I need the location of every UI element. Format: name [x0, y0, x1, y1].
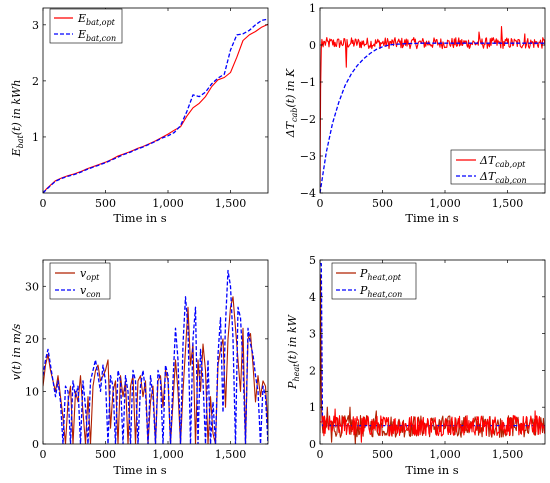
y-tick-label: −2 — [300, 113, 316, 126]
series-line-0 — [43, 296, 268, 444]
plot-area: 0 500 1,000 1,500 −4 −3 −2 −1 0 1 — [300, 2, 546, 210]
y-tick-label: 1 — [32, 131, 39, 144]
x-tick-label: 500 — [95, 197, 116, 210]
x-tick-label: 0 — [317, 197, 324, 210]
cabin-temperature-panel: 0 500 1,000 1,500 −4 −3 −2 −1 0 1 ΔTcab(t) in K T… — [284, 2, 546, 225]
legend-entry-con: Pheat,con — [359, 284, 402, 299]
x-tick-label: 1,000 — [152, 448, 184, 461]
y-axis-label: Ebat(t) in kWh — [10, 80, 25, 158]
y-tick-label: −3 — [300, 150, 316, 163]
series-line-1 — [320, 42, 545, 193]
x-tick-label: 1,000 — [429, 197, 461, 210]
y-tick-label: 1 — [309, 401, 316, 414]
legend-box — [49, 262, 111, 300]
x-tick-label: 500 — [95, 448, 116, 461]
energy-panel: 0 500 1,000 1,500 1 2 3 Ebat(t) in kWh Time in… — [10, 7, 269, 225]
y-axis-label: ΔTcab(t) in K — [284, 68, 299, 138]
y-tick-label: 2 — [32, 75, 39, 88]
legend-entry-opt: vopt — [80, 267, 100, 282]
plot-area: 0 500 1,000 1,500 0 10 20 30 — [25, 259, 269, 461]
legend-entry-con: ΔTcab,con — [479, 170, 527, 185]
series-line-0 — [320, 25, 545, 193]
legend-entry-con: Ebat,con — [77, 28, 116, 43]
series-group — [43, 269, 268, 444]
x-tick-label: 0 — [40, 448, 47, 461]
legend-box — [49, 8, 123, 44]
x-tick-label: 1,500 — [492, 448, 524, 461]
x-axis-label: Time in s — [113, 211, 166, 225]
legend: Pheat,opt Pheat,con — [331, 262, 417, 300]
legend-box — [450, 149, 546, 185]
plot-area: 0 500 1,000 1,500 0 1 2 3 4 5 — [309, 254, 546, 461]
x-tick-label: 0 — [40, 197, 47, 210]
legend: vopt vcon — [49, 262, 111, 300]
series-line-2 — [320, 408, 545, 443]
legend-box — [331, 262, 417, 300]
y-tick-label: 0 — [309, 438, 316, 451]
x-tick-label: 500 — [372, 197, 393, 210]
x-axis-label: Time in s — [405, 211, 458, 225]
heating-power-panel: 0 500 1,000 1,500 0 1 2 3 4 5 Pheat(t) in kW Time… — [286, 254, 546, 477]
legend-entry-opt: Pheat,opt — [359, 267, 402, 282]
y-tick-label: 3 — [32, 19, 39, 32]
x-tick-label: 1,500 — [215, 448, 247, 461]
y-axis-label: v(t) in m/s — [10, 323, 23, 380]
legend-entry-con: vcon — [80, 284, 101, 299]
series-group — [320, 263, 545, 444]
y-tick-label: 5 — [309, 254, 316, 267]
x-tick-label: 1,500 — [215, 197, 247, 210]
velocity-panel: 0 500 1,000 1,500 0 10 20 30 v(t) in m/s Time i… — [10, 259, 269, 477]
axes-frame — [319, 7, 546, 194]
y-tick-label: 20 — [25, 333, 39, 346]
x-axis-label: Time in s — [405, 463, 458, 477]
series-group — [43, 18, 268, 193]
plot-area: 0 500 1,000 1,500 1 2 3 — [32, 7, 269, 210]
x-tick-label: 500 — [372, 448, 393, 461]
y-tick-label: 0 — [32, 438, 39, 451]
axes-frame — [42, 7, 269, 194]
x-tick-label: 1,000 — [152, 197, 184, 210]
y-tick-label: 4 — [309, 291, 316, 304]
y-tick-label: −4 — [300, 187, 316, 200]
legend-entry-opt: Ebat,opt — [77, 12, 116, 27]
y-tick-label: 10 — [25, 385, 39, 398]
series-group — [320, 25, 545, 193]
x-tick-label: 1,500 — [492, 197, 524, 210]
series-line-1 — [43, 18, 268, 193]
axes-frame — [319, 259, 546, 445]
series-line-0 — [43, 23, 268, 193]
y-tick-label: 30 — [25, 280, 39, 293]
legend: ΔTcab,opt ΔTcab,con — [450, 149, 546, 185]
y-axis-label: Pheat(t) in kW — [286, 313, 301, 390]
legend-entry-opt: ΔTcab,opt — [479, 154, 526, 169]
x-tick-label: 0 — [317, 448, 324, 461]
y-tick-label: −1 — [300, 76, 316, 89]
y-tick-label: 3 — [309, 328, 316, 341]
y-tick-label: 1 — [309, 2, 316, 15]
y-tick-label: 0 — [309, 39, 316, 52]
x-axis-label: Time in s — [113, 463, 166, 477]
legend: Ebat,opt Ebat,con — [49, 8, 123, 44]
axes-frame — [42, 259, 269, 445]
x-tick-label: 1,000 — [429, 448, 461, 461]
series-line-1 — [43, 269, 268, 444]
y-tick-label: 2 — [309, 364, 316, 377]
